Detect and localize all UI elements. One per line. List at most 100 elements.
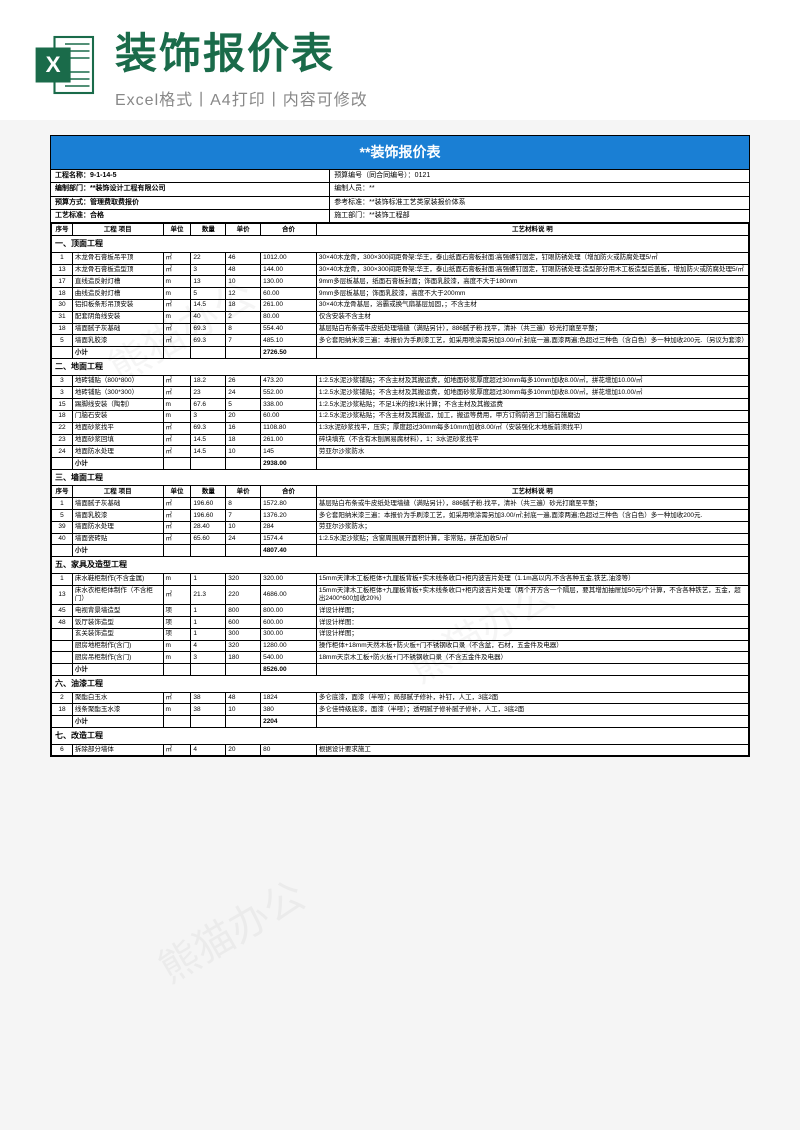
cell: 48 [52, 617, 73, 629]
cell: 22 [191, 252, 226, 264]
cell: 根据设计要求施工 [316, 744, 748, 756]
cell: 10 [226, 446, 261, 458]
meta-left: 预算方式：管理费取费报价 [51, 197, 330, 209]
cell: 540.00 [261, 652, 317, 664]
cell: 38 [191, 692, 226, 704]
cell: 小计 [72, 664, 163, 676]
cell: 厨房地柜制作(含门) [72, 640, 163, 652]
cell: 30×40木龙骨，300×300间距骨架:华王，泰山纸面石膏板封面:高强螺钉固定… [316, 264, 748, 276]
cell: 20 [226, 744, 261, 756]
cell: 1108.80 [261, 422, 317, 434]
cell: ㎡ [163, 299, 191, 311]
cell: 1 [191, 617, 226, 629]
cell: 小计 [72, 545, 163, 557]
cell: 48 [226, 264, 261, 276]
cell: ㎡ [163, 744, 191, 756]
cell: ㎡ [163, 446, 191, 458]
cell: ㎡ [163, 264, 191, 276]
cell: 28.40 [191, 521, 226, 533]
cell: 劳亚尔沙浆防水； [316, 521, 748, 533]
cell: m [163, 652, 191, 664]
cell [191, 664, 226, 676]
cell: 地砖铺贴（300*300） [72, 387, 163, 399]
cell [226, 347, 261, 359]
cell: 261.00 [261, 299, 317, 311]
cell: 2938.00 [261, 458, 317, 470]
cell: 地面防水处理 [72, 446, 163, 458]
cell: 5 [226, 399, 261, 411]
cell: 7 [226, 335, 261, 347]
quotation-document: **装饰报价表 工程名称：9-1-14-5预算编号（同合同编号）：0121编制部… [50, 135, 750, 757]
cell: 1572.80 [261, 498, 317, 510]
cell: 80 [261, 744, 317, 756]
cell: ㎡ [163, 434, 191, 446]
cell: 1:2.5水泥沙浆铺贴；不含主材及其搬运费，如地面砂浆厚度超过30mm每多10m… [316, 387, 748, 399]
cell: 12 [226, 288, 261, 300]
cell: 800 [226, 605, 261, 617]
cell: 18 [52, 410, 73, 422]
col-header: 数量 [191, 224, 226, 236]
cell: 20 [226, 410, 261, 422]
cell [316, 347, 748, 359]
cell: 18 [226, 434, 261, 446]
svg-text:X: X [46, 52, 61, 77]
cell: 14.5 [191, 299, 226, 311]
cell: m [163, 410, 191, 422]
cell: 仅含安装不含主材 [316, 311, 748, 323]
meta-right: 预算编号（同合同编号）：0121 [330, 170, 749, 182]
cell: 小计 [72, 716, 163, 728]
cell: 项 [163, 617, 191, 629]
cell: ㎡ [163, 335, 191, 347]
cell: m [163, 573, 191, 585]
cell: 3 [191, 410, 226, 422]
cell: 39 [52, 521, 73, 533]
cell: 8526.00 [261, 664, 317, 676]
cell: 地砖铺贴（800*800） [72, 375, 163, 387]
cell: 4686.00 [261, 585, 317, 605]
cell: m [163, 640, 191, 652]
cell: 18 [52, 704, 73, 716]
cell: 6 [52, 744, 73, 756]
cell: 墙面乳胶漆 [72, 510, 163, 522]
cell: 基层贴白布条或牛皮纸处理墙缝（满贴另计），886腻子粉.找平，清补（共三遍）砂光… [316, 498, 748, 510]
cell: 24 [52, 446, 73, 458]
cell: 项 [163, 605, 191, 617]
cell: 项 [163, 628, 191, 640]
cell: ㎡ [163, 323, 191, 335]
cell: 320 [226, 640, 261, 652]
cell: 9mm多层板基层；饰面乳胶漆，高度不大于200mm [316, 288, 748, 300]
cell: 338.00 [261, 399, 317, 411]
cell: 552.00 [261, 387, 317, 399]
cell: 1824 [261, 692, 317, 704]
cell [52, 716, 73, 728]
cell: ㎡ [163, 375, 191, 387]
cell: 16 [226, 422, 261, 434]
cell: 多仑套阳纳米漆三遍：本报价为手刷漆工艺，如采用喷涂需另加3.00/㎡;封底一遍,… [316, 510, 748, 522]
meta-right: 参考标准：**装饰标准工艺类家装报价体系 [330, 197, 749, 209]
cell: 厨房吊柜制作(含门) [72, 652, 163, 664]
meta-left: 工程名称：9-1-14-5 [51, 170, 330, 182]
cell: 床水衣柜柜体制作（不含柜门） [72, 585, 163, 605]
cell: 基层贴白布条或牛皮纸处理墙缝（满贴另计），886腻子粉.找平，清补（共三遍）砂光… [316, 323, 748, 335]
cell: 1:2.5水泥沙浆贴；含窗周围展开面积计算，非常贴，拼花加收5/㎡ [316, 533, 748, 545]
col-header: 合价 [261, 486, 317, 498]
cell: 473.20 [261, 375, 317, 387]
cell: 碎块填充（不含有木刨屑易腐材料），1：3水泥砂浆找平 [316, 434, 748, 446]
cell: 18.2 [191, 375, 226, 387]
cell [163, 347, 191, 359]
cell: 196.60 [191, 498, 226, 510]
cell: 多仑佳特级底漆，面漆（半哑）；透明腻子修补腻子修补，人工，3底2面 [316, 704, 748, 716]
cell: 1376.20 [261, 510, 317, 522]
cell: 18 [52, 288, 73, 300]
cell: ㎡ [163, 498, 191, 510]
cell: 电视背景墙造型 [72, 605, 163, 617]
cell: 45 [52, 605, 73, 617]
col-header: 工艺材料说 明 [316, 224, 748, 236]
cell: 40 [52, 533, 73, 545]
cell: 284 [261, 521, 317, 533]
col-header: 合价 [261, 224, 317, 236]
cell: 26 [226, 375, 261, 387]
cell: 2 [226, 311, 261, 323]
section-title: 五、家具及造型工程 [52, 557, 749, 574]
cell: 墙面瓷砖贴 [72, 533, 163, 545]
